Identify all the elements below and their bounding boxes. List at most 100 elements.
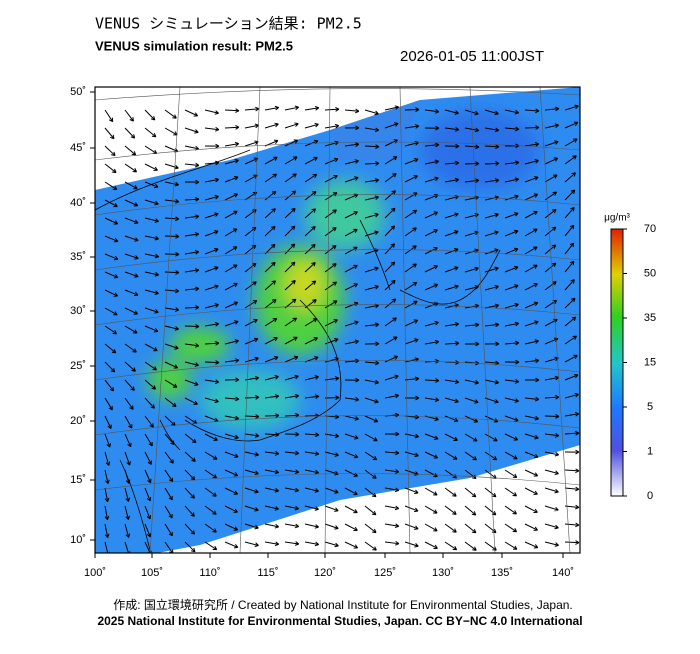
wind-arrow (204, 487, 217, 497)
wind-arrow (504, 397, 519, 403)
wind-arrow (444, 266, 459, 273)
wind-arrow (264, 122, 279, 129)
wind-arrow (424, 109, 440, 114)
wind-arrow (384, 225, 396, 237)
wind-arrow (224, 125, 240, 130)
wind-arrow (444, 127, 460, 132)
wind-arrow (324, 192, 338, 201)
wind-arrow (484, 284, 499, 291)
wind-arrow (564, 297, 576, 309)
wind-arrow (444, 143, 460, 149)
wind-arrow (104, 487, 110, 503)
wind-arrow (224, 210, 238, 219)
wind-arrow (564, 468, 580, 474)
wind-arrow (264, 355, 279, 363)
wind-arrow (284, 469, 300, 475)
wind-arrow (324, 505, 339, 512)
wind-arrow (164, 251, 180, 257)
wind-arrow (524, 541, 539, 549)
wind-arrow (504, 194, 519, 201)
wind-arrow (304, 487, 319, 493)
wind-arrow (564, 121, 579, 129)
lat-label: 50˚ (70, 86, 86, 98)
wind-arrow (264, 105, 280, 111)
wind-arrow (444, 469, 457, 479)
wind-arrow (364, 178, 380, 183)
wind-arrow (444, 248, 459, 255)
wind-arrow (184, 127, 199, 134)
wind-arrow (264, 156, 278, 165)
wind-arrow (244, 337, 259, 345)
wind-arrow (124, 325, 138, 334)
wind-arrow (264, 173, 278, 183)
wind-arrow (464, 523, 477, 534)
lat-label: 20˚ (70, 415, 86, 427)
wind-arrow (384, 317, 397, 327)
wind-arrow (264, 261, 276, 273)
wind-arrow (244, 505, 259, 512)
wind-arrow (224, 282, 238, 291)
wind-arrow (184, 523, 196, 535)
wind-arrow (364, 212, 379, 219)
wind-arrow (104, 307, 118, 316)
wind-arrow (164, 325, 179, 331)
wind-arrow (224, 175, 239, 183)
wind-arrow (284, 393, 300, 399)
wind-arrow (124, 199, 139, 207)
wind-arrow (204, 194, 219, 201)
wind-arrow (284, 523, 300, 529)
wind-arrow (204, 469, 218, 479)
wind-arrow (344, 264, 358, 273)
wind-arrow (384, 336, 398, 345)
colorbar-label: 5 (647, 401, 653, 413)
wind-arrow (144, 217, 159, 223)
wind-arrow (364, 161, 380, 166)
wind-arrow (404, 175, 418, 183)
wind-arrow (244, 244, 257, 255)
wind-arrow (464, 397, 479, 404)
wind-arrow (504, 415, 519, 422)
wind-arrow (404, 451, 419, 458)
wind-arrow (124, 217, 139, 225)
wind-arrow (364, 379, 380, 385)
wind-arrow (344, 246, 358, 255)
wind-arrow (364, 195, 379, 201)
wind-arrow (524, 125, 540, 130)
wind-arrow (504, 321, 520, 327)
wind-arrow (364, 109, 379, 116)
wind-arrow (544, 262, 557, 273)
wind-arrow (404, 338, 419, 345)
wind-arrow (224, 433, 239, 440)
wind-arrow (264, 451, 280, 456)
wind-arrow (124, 361, 136, 372)
wind-arrow (184, 305, 200, 310)
wind-arrow (104, 397, 113, 411)
wind-arrow (444, 487, 457, 497)
wind-arrow (384, 261, 396, 273)
wind-arrow (104, 145, 116, 157)
wind-arrow (344, 415, 359, 421)
wind-arrow (544, 433, 560, 438)
wind-arrow (324, 300, 338, 309)
wind-arrow (164, 199, 180, 204)
lat-label: 10˚ (70, 534, 86, 546)
wind-arrow (284, 190, 297, 201)
wind-arrow (544, 394, 560, 400)
wind-arrow (384, 156, 398, 165)
wind-arrow (344, 320, 359, 327)
wind-arrow (264, 208, 276, 219)
wind-arrow (204, 212, 219, 219)
wind-arrow (104, 505, 110, 521)
wind-arrow (524, 396, 540, 402)
wind-arrow (264, 394, 280, 399)
wind-arrow (184, 487, 195, 499)
wind-arrow (524, 283, 538, 291)
wind-arrow (504, 284, 519, 291)
wind-arrow (224, 523, 239, 531)
wind-arrow (224, 320, 239, 327)
wind-arrow (524, 159, 539, 165)
wind-arrow (264, 505, 279, 511)
wind-arrow (204, 433, 218, 441)
wind-arrow (284, 261, 296, 273)
wind-arrow (504, 109, 520, 115)
